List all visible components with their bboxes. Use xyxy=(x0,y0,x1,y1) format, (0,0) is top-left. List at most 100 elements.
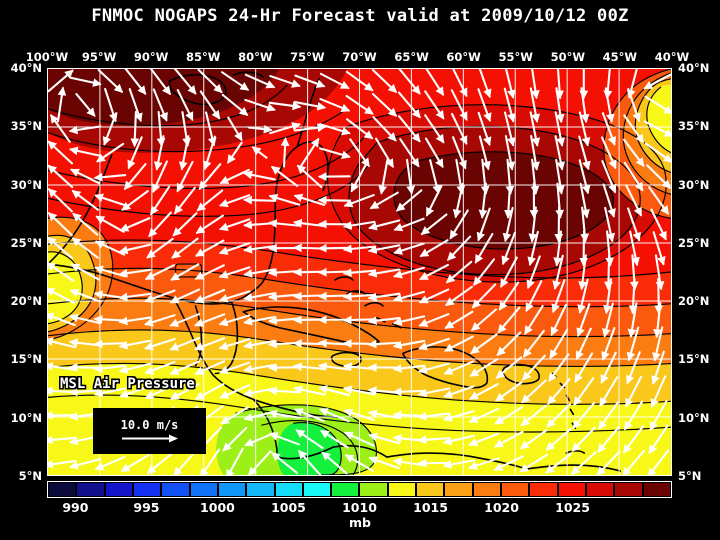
wind-arrow xyxy=(174,186,196,215)
wind-arrow xyxy=(597,425,621,453)
wind-arrow xyxy=(371,69,398,94)
wind-arrow xyxy=(498,281,520,311)
wind-arrow xyxy=(417,458,451,468)
wind-arrow xyxy=(444,310,474,329)
colorbar-swatch-19 xyxy=(585,482,615,497)
wind-arrow xyxy=(602,183,616,218)
wind-arrow xyxy=(170,383,200,400)
lon-tick-5: 75°W xyxy=(290,50,325,64)
wind-arrow xyxy=(625,375,643,408)
wind-arrow xyxy=(48,236,74,260)
wind-arrow xyxy=(270,165,299,187)
lon-tick-9: 55°W xyxy=(498,50,533,64)
wind-arrow xyxy=(320,429,349,449)
colorbar-swatch-8 xyxy=(274,482,303,497)
wind-arrow xyxy=(623,425,645,454)
wind-arrow xyxy=(368,432,401,445)
wind-arrow xyxy=(218,290,251,303)
lat-tick-right-0: 40°N xyxy=(678,61,710,75)
wind-arrow xyxy=(70,168,101,185)
wind-arrow xyxy=(623,161,644,192)
wind-arrow xyxy=(194,337,226,351)
wind-arrow xyxy=(120,454,150,473)
colorbar-tick-995: 995 xyxy=(133,500,160,515)
wind-arrow xyxy=(504,135,516,171)
wind-arrow xyxy=(496,331,522,356)
wind-arrow xyxy=(48,411,77,420)
wind-arrow xyxy=(473,258,496,286)
wind-arrow xyxy=(268,409,301,419)
wind-arrow xyxy=(350,160,369,193)
wind-arrow xyxy=(194,288,226,304)
wind-arrow xyxy=(622,449,646,475)
wind-arrow xyxy=(627,88,641,123)
wind-arrow xyxy=(604,206,616,243)
wind-arrow xyxy=(369,191,399,210)
wind-arrow xyxy=(393,242,425,255)
wind-arrow xyxy=(555,158,565,195)
wind-arrow xyxy=(202,135,216,171)
wind-arrow xyxy=(227,116,243,142)
wind-arrow xyxy=(118,268,152,278)
wind-arrow xyxy=(493,455,524,471)
wind-arrow xyxy=(419,239,449,258)
wind-arrow xyxy=(424,90,445,120)
wind-arrow xyxy=(643,120,671,137)
colorbar-tick-1000: 1000 xyxy=(200,500,235,515)
wind-arrow xyxy=(528,206,538,243)
wind-arrow xyxy=(530,158,540,195)
wind-arrow xyxy=(468,457,500,470)
wind-arrow xyxy=(56,86,67,123)
wind-arrow xyxy=(424,114,445,144)
wind-arrow xyxy=(647,449,670,475)
wind-arrow xyxy=(367,268,401,278)
wind-arrow xyxy=(378,158,389,195)
colorbar-swatch-2 xyxy=(104,482,133,497)
wind-arrow xyxy=(321,451,348,475)
colorbar-swatch-0 xyxy=(48,482,77,497)
colorbar[interactable] xyxy=(47,481,672,498)
wind-arrow xyxy=(555,87,565,124)
wind-arrow xyxy=(578,135,591,171)
wind-arrow xyxy=(244,73,276,89)
wind-arrow xyxy=(293,385,326,396)
wind-arrow xyxy=(194,383,225,400)
wind-arrow xyxy=(144,337,176,351)
wind-arrow xyxy=(649,399,668,432)
wind-arrow xyxy=(525,280,543,313)
wind-arrow xyxy=(218,361,251,375)
wind-arrow xyxy=(447,235,472,261)
wind-arrow xyxy=(599,376,619,407)
colorbar-swatch-11 xyxy=(359,482,388,497)
wind-arrow xyxy=(169,336,201,351)
wind-arrow xyxy=(118,292,152,302)
map-plot-area[interactable]: MSL Air Pressure 10.0 m/s xyxy=(47,68,672,476)
wind-arrow xyxy=(418,313,450,327)
wind-arrow xyxy=(170,263,200,281)
wind-arrow xyxy=(573,377,595,406)
wind-arrow xyxy=(349,138,370,168)
wind-arrow xyxy=(596,450,621,475)
wind-arrow xyxy=(392,387,426,397)
wind-arrow xyxy=(118,243,152,255)
wind-arrow xyxy=(68,125,102,135)
wind-arrow xyxy=(118,339,152,350)
wind-arrow xyxy=(218,314,251,327)
wind-arrow xyxy=(493,430,524,448)
wind-arrow xyxy=(519,453,549,473)
wind-arrow xyxy=(550,303,567,337)
wind-arrow xyxy=(226,447,244,475)
wind-arrow xyxy=(48,164,74,189)
wind-arrow xyxy=(551,279,566,314)
lon-tick-3: 85°W xyxy=(186,50,221,64)
lon-tick-4: 80°W xyxy=(238,50,273,64)
wind-arrow xyxy=(156,110,166,148)
wind-arrow xyxy=(504,182,513,219)
wind-arrow xyxy=(199,448,221,475)
wind-arrow xyxy=(297,449,322,475)
wind-arrow xyxy=(70,263,100,281)
wind-arrow xyxy=(296,164,323,189)
wind-arrow xyxy=(545,452,573,474)
wind-arrow xyxy=(578,111,591,147)
wind-arrow xyxy=(420,213,448,236)
